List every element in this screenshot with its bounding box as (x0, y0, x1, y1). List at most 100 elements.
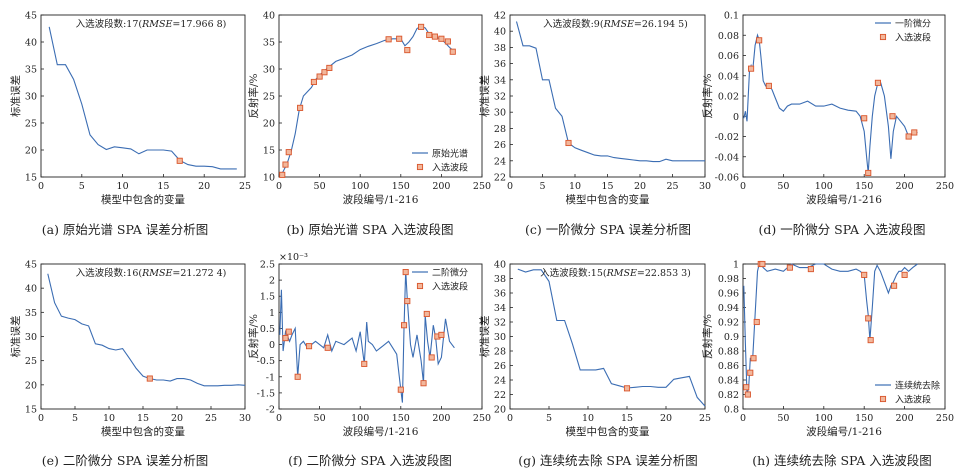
x-axis-label: 模型中包含的变量 (101, 425, 185, 438)
y-tick-label: 1 (269, 308, 275, 319)
x-tick-label: 150 (392, 181, 410, 192)
legend-marker-swatch (879, 395, 887, 403)
y-tick-label: 0.86 (718, 361, 739, 372)
y-tick-label: 30 (494, 332, 506, 343)
x-tick-label: 20 (171, 413, 183, 424)
x-tick-label: 250 (936, 413, 954, 424)
x-tick-label: 25 (239, 181, 251, 192)
legend-label-selected: 入选波段 (432, 162, 468, 174)
plot-frame (509, 263, 706, 410)
y-tick-label: 36 (494, 59, 506, 70)
selected-band-marker (404, 47, 411, 54)
x-tick-label: 150 (855, 413, 873, 424)
y-tick-label: 20 (25, 146, 37, 157)
x-tick-label: 15 (157, 181, 169, 192)
x-tick-label: 200 (896, 413, 914, 424)
selected-band-marker (404, 298, 411, 305)
x-tick-label: 5 (79, 181, 85, 192)
y-tick-label: 22 (494, 173, 506, 184)
annotation-prefix: 入选波段数:15( (540, 267, 607, 279)
y-tick-label: -0.02 (715, 132, 739, 143)
y-tick-label: 0.92 (718, 318, 739, 329)
y-tick-label: 30 (25, 332, 37, 343)
y-tick-label: -1 (266, 372, 275, 383)
y-tick-label: 42 (494, 11, 506, 22)
selected-band-marker (402, 269, 409, 276)
y-tick-label: 35 (25, 65, 37, 76)
x-tick-label: 200 (432, 413, 450, 424)
selected-band-marker (748, 65, 755, 72)
legend-marker-swatch (416, 282, 424, 290)
y-tick-label: 0.5 (260, 324, 275, 335)
y-tick-label: 40 (494, 27, 506, 38)
y-tick-label: 25 (263, 92, 275, 103)
x-tick-label: 20 (660, 413, 672, 424)
x-tick-label: 0 (38, 413, 44, 424)
selected-band-marker (282, 335, 289, 342)
y-tick-label: 0.88 (718, 347, 739, 358)
x-tick-label: 50 (777, 181, 789, 192)
y-tick-label: 30 (25, 92, 37, 103)
panel-caption: (a) 原始光谱 SPA 误差分析图 (42, 222, 208, 237)
x-tick-label: 10 (103, 413, 115, 424)
series-line (48, 26, 237, 170)
y-tick-label: 28 (494, 347, 506, 358)
x-tick-label: 10 (582, 413, 594, 424)
y-tick-label: 0.8 (724, 405, 739, 416)
x-tick-label: 200 (432, 181, 450, 192)
x-tick-label: 0 (38, 181, 44, 192)
x-axis-label: 波段编号/1-216 (343, 425, 419, 438)
x-tick-label: 200 (896, 181, 914, 192)
annotation-metric: RMSE (141, 268, 172, 279)
y-tick-label: 0.02 (718, 92, 739, 103)
x-tick-label: 0 (507, 413, 513, 424)
selected-band-marker (861, 115, 868, 122)
plot-frame (40, 263, 246, 410)
x-tick-label: 100 (815, 413, 833, 424)
y-tick-label: 0 (733, 112, 739, 123)
selected-band-marker (385, 36, 392, 43)
y-tick-label: 20 (263, 119, 275, 130)
y-axis-label: 反射率/% (701, 73, 714, 118)
selected-band-marker (865, 315, 872, 322)
y-tick-label: 0 (269, 340, 275, 351)
chart-panel-f: 0 50 100 150 200 250 -2 -1.5 -1 -0.5 0 0.5 1 1.5 2 2.5 波… (247, 252, 491, 468)
selected-band-marker (176, 157, 183, 164)
x-tick-label: 15 (621, 413, 633, 424)
x-tick-label: 0 (507, 181, 513, 192)
x-tick-label: 0 (740, 181, 746, 192)
y-tick-label: 20 (25, 380, 37, 391)
chart-panel-h: 0 50 100 150 200 250 0.8 0.82 0.84 0.86 0.88 0.9 0.9… (701, 260, 954, 469)
selected-band-marker (400, 322, 408, 329)
x-tick-label: 30 (239, 413, 251, 424)
selected-band-marker (865, 169, 872, 177)
x-tick-label: 25 (666, 181, 678, 192)
annotation-value: =22.853 3) (637, 268, 691, 279)
selected-band-marker (418, 23, 425, 30)
x-tick-label: 15 (601, 181, 613, 192)
y-tick-label: 38 (494, 274, 506, 285)
legend-marker-swatch (416, 163, 424, 171)
y-tick-label: 35 (25, 308, 37, 319)
selected-band-marker (750, 355, 757, 362)
annotation-text: 入选波段数:9(RMSE=26.194 5) (543, 18, 688, 30)
selected-band-marker (807, 266, 814, 273)
panel-caption: (b) 原始光谱 SPA 入选波段图 (286, 222, 453, 237)
chart-panel-c: 0 5 10 15 20 25 30 22 24 26 28 30 32 34 36 38 40 42 模型中包含的… (478, 11, 711, 238)
y-tick-label: 40 (25, 38, 37, 49)
selected-band-marker (565, 139, 572, 147)
annotation-metric: RMSE (603, 19, 634, 30)
x-tick-label: 150 (392, 413, 410, 424)
legend-marker-swatch (879, 33, 887, 41)
y-tick-label: 40 (263, 11, 275, 22)
y-axis-label: 反射率/% (247, 314, 260, 359)
series-line (515, 21, 705, 163)
legend-label-selected: 入选波段 (895, 394, 931, 406)
x-tick-label: 15 (137, 413, 149, 424)
y-tick-label: 24 (494, 156, 506, 167)
x-tick-label: 50 (314, 181, 326, 192)
annotation-prefix: 入选波段数:9( (543, 18, 604, 30)
x-axis-label: 波段编号/1-216 (806, 425, 882, 438)
selected-band-marker (889, 113, 896, 120)
